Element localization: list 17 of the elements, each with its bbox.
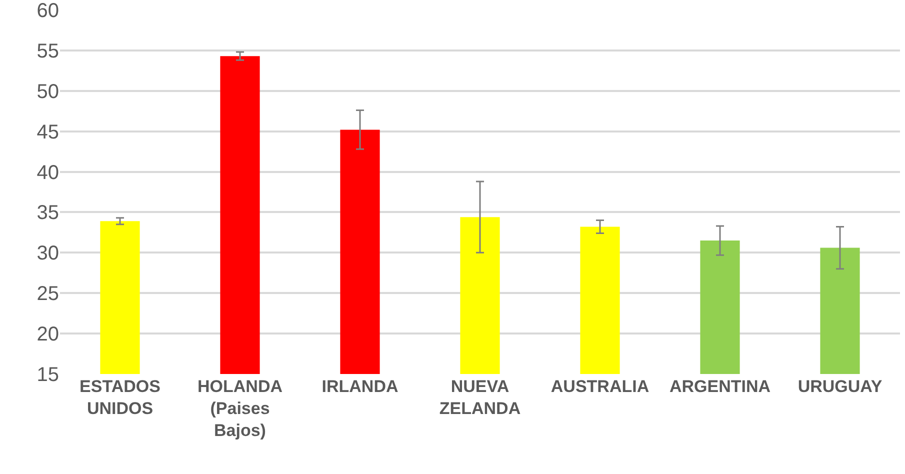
- y-tick-label: 45: [36, 121, 59, 144]
- x-tick-label: AUSTRALIA: [550, 377, 650, 396]
- y-tick-label: 55: [36, 40, 59, 62]
- x-tick-label: URUGUAY: [798, 377, 883, 396]
- y-tick-label: 50: [36, 80, 59, 103]
- y-tick-label: 40: [36, 162, 59, 184]
- y-tick-label: 60: [36, 0, 59, 22]
- y-tick-label: 35: [36, 202, 59, 224]
- x-tick-label: NUEVA ZELANDA: [439, 377, 521, 418]
- x-tick-label: HOLANDA (Paises Bajos): [198, 377, 282, 440]
- y-tick-label: 15: [36, 364, 59, 386]
- y-tick-label: 30: [36, 242, 59, 265]
- y-tick-label: 20: [36, 324, 59, 346]
- x-tick-label: ESTADOS UNIDOS: [80, 377, 160, 418]
- x-tick-label: IRLANDA: [322, 377, 398, 396]
- x-tick-label: ARGENTINA: [669, 377, 771, 396]
- y-tick-label: 25: [36, 283, 59, 306]
